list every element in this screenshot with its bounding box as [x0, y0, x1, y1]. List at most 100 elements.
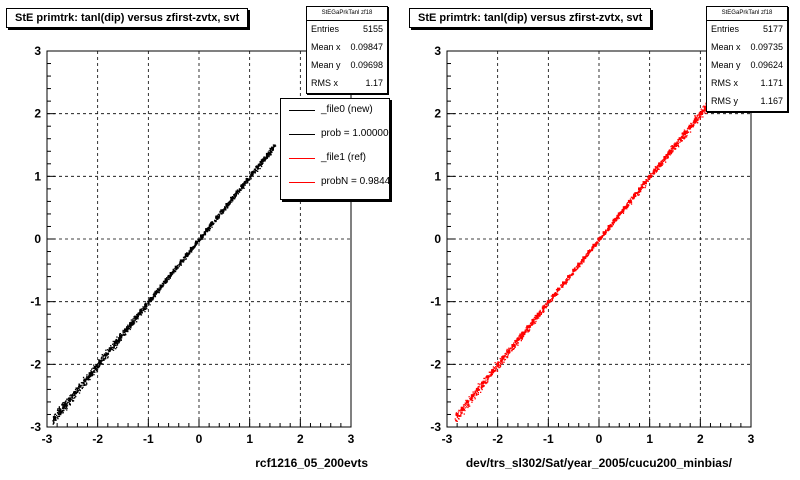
data-point — [557, 287, 560, 291]
data-point — [608, 228, 610, 230]
data-point — [163, 282, 165, 284]
data-point — [534, 322, 537, 324]
data-point — [460, 413, 462, 415]
data-point — [702, 106, 704, 108]
data-point — [98, 363, 100, 365]
data-point — [655, 171, 657, 173]
data-point — [575, 266, 578, 268]
data-point — [515, 344, 517, 346]
data-point — [549, 299, 551, 301]
data-point — [457, 415, 459, 417]
data-point — [464, 404, 466, 406]
data-point — [116, 341, 119, 343]
data-point — [90, 375, 92, 377]
data-point — [258, 165, 260, 167]
data-point — [60, 412, 62, 414]
data-point — [190, 250, 192, 252]
data-point — [145, 306, 147, 309]
data-point — [569, 274, 572, 276]
data-point — [670, 145, 672, 148]
data-point — [495, 367, 497, 370]
data-point — [514, 346, 516, 348]
data-point — [260, 159, 264, 163]
data-point — [204, 233, 206, 235]
legend-line — [289, 182, 315, 183]
data-point — [127, 324, 129, 326]
data-point — [273, 146, 275, 148]
data-point — [642, 186, 645, 189]
data-point — [577, 262, 581, 266]
data-point — [132, 324, 134, 326]
data-point — [231, 201, 233, 203]
data-point — [72, 397, 74, 399]
data-point — [566, 279, 568, 281]
data-point — [87, 376, 89, 378]
data-point — [616, 214, 618, 217]
data-point — [524, 331, 527, 333]
right-x-axis-label: dev/trs_sl302/Sat/year_2005/cucu200_minb… — [465, 456, 732, 470]
data-point — [497, 366, 500, 368]
data-point — [236, 193, 238, 195]
data-point — [152, 298, 154, 300]
stats-label: RMS x — [711, 78, 738, 88]
data-point — [167, 276, 170, 278]
data-point — [240, 189, 242, 191]
data-point — [72, 400, 74, 402]
data-point — [156, 288, 159, 290]
data-point — [671, 145, 674, 147]
data-point — [134, 318, 136, 320]
data-point — [515, 340, 517, 342]
data-point — [159, 290, 161, 292]
data-point — [228, 203, 230, 206]
data-point — [555, 294, 557, 296]
data-point — [465, 404, 467, 406]
data-point — [257, 170, 259, 172]
data-point — [173, 270, 175, 272]
x-tick-label: 0 — [596, 432, 603, 446]
data-point — [127, 326, 129, 328]
data-point — [58, 407, 60, 409]
data-point — [466, 403, 468, 405]
data-point — [525, 330, 527, 332]
data-point — [168, 278, 170, 281]
data-point — [522, 334, 524, 336]
data-point — [477, 383, 479, 385]
data-point — [666, 154, 668, 156]
data-point — [62, 407, 64, 409]
data-point — [597, 237, 601, 241]
data-point — [132, 318, 134, 320]
data-point — [131, 321, 133, 323]
data-point — [501, 361, 504, 363]
data-point — [626, 205, 628, 207]
data-point — [635, 192, 637, 194]
data-point — [102, 363, 104, 365]
data-point — [538, 311, 540, 313]
data-point — [618, 217, 620, 219]
data-point — [469, 405, 471, 407]
data-point — [228, 205, 230, 207]
data-point — [630, 196, 633, 198]
data-point — [81, 382, 83, 384]
data-point — [528, 330, 530, 332]
data-point — [692, 124, 694, 126]
data-point — [470, 399, 472, 401]
data-point — [483, 380, 485, 382]
data-point — [504, 353, 506, 355]
data-point — [661, 162, 664, 164]
data-point — [529, 325, 531, 327]
data-point — [569, 276, 571, 278]
data-point — [640, 186, 643, 188]
data-point — [587, 250, 591, 253]
data-point — [506, 348, 508, 351]
data-point — [614, 217, 616, 220]
data-point — [211, 224, 213, 227]
data-point — [701, 113, 704, 115]
data-point — [585, 254, 587, 256]
data-point — [69, 395, 71, 397]
data-point — [670, 153, 672, 155]
data-point — [701, 112, 703, 115]
data-point — [189, 252, 191, 255]
data-point — [272, 144, 275, 146]
stats-row: Mean y 0.09698 — [307, 57, 387, 75]
data-point — [141, 308, 143, 310]
